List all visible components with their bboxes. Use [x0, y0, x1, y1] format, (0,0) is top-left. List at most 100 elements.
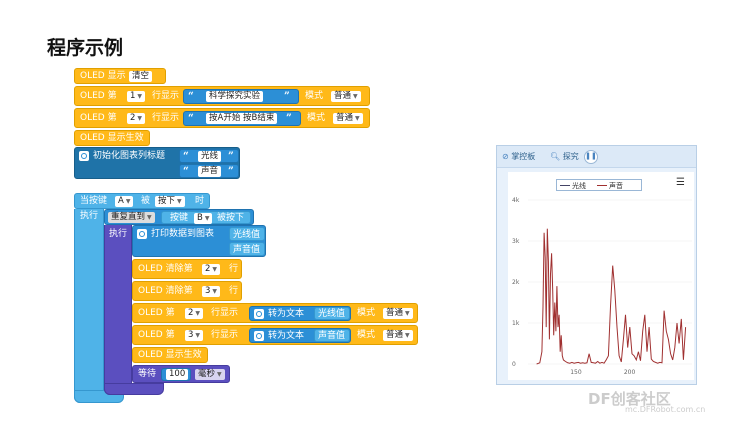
- light-value-block[interactable]: 光线值: [229, 227, 265, 241]
- legend-sound: 声音: [609, 182, 623, 190]
- label-sound-field[interactable]: 声音: [198, 166, 222, 177]
- oled-clear-row3-block[interactable]: OLED 清除第 3 ▼ 行: [132, 281, 242, 301]
- repeat-footer: [104, 383, 164, 395]
- sound-value-block[interactable]: 声音值: [229, 242, 265, 256]
- pressed-dropdown[interactable]: 按下 ▼: [155, 196, 185, 207]
- init-chart-label: 初始化图表列标题: [93, 151, 166, 161]
- oled-no-label: OLED 第: [80, 91, 117, 101]
- row1-dropdown[interactable]: 1 ▼: [127, 91, 146, 102]
- x-tick-label: 150: [570, 369, 582, 376]
- oled-clear-row2-block[interactable]: OLED 清除第 2 ▼ 行: [132, 259, 242, 279]
- clear-row2-dropdown[interactable]: 2 ▼: [202, 264, 221, 275]
- pressed-b-label: 被按下: [217, 213, 245, 223]
- wait-label: 等待: [138, 369, 157, 379]
- mode-dropdown-2[interactable]: 普通 ▼: [333, 113, 363, 124]
- text2-field[interactable]: 按A开始 按B结束: [206, 113, 278, 124]
- light-value-block[interactable]: 光线值: [314, 307, 350, 320]
- label-light-block[interactable]: “ 光线 ”: [179, 149, 239, 163]
- row2-dropdown[interactable]: 2 ▼: [127, 113, 146, 124]
- page-title: 程序示例: [47, 37, 124, 59]
- open-quote-icon: “: [188, 91, 194, 102]
- to-text-light-block[interactable]: 转为文本 光线值: [249, 306, 351, 321]
- chart-area: 光线 声音 ☰ 0 1k 2k 3k 4k 150 200: [508, 172, 694, 380]
- oled-effect-block[interactable]: OLED 显示生效: [74, 130, 150, 146]
- print-chart-block[interactable]: 打印数据到图表 光线值 声音值: [132, 225, 266, 257]
- series-line-sound: [536, 228, 687, 365]
- mode-dropdown-4[interactable]: 普通 ▼: [383, 330, 413, 341]
- light-value-label: 光线值: [318, 309, 346, 319]
- light-value-label: 光线值: [233, 230, 261, 240]
- clear-dropdown[interactable]: 清空: [129, 71, 153, 82]
- menu-icon[interactable]: ☰: [676, 177, 685, 188]
- row-show-label: 行显示: [152, 113, 180, 123]
- tab-board[interactable]: ⊘ 掌控板: [502, 152, 536, 161]
- gear-icon[interactable]: [79, 151, 89, 161]
- oled-row2-block[interactable]: OLED 第 2 ▼ 行显示 “ 按A开始 按B结束 ” 模式 普通 ▼: [74, 108, 370, 128]
- ms-dropdown[interactable]: 毫秒 ▼: [195, 369, 225, 380]
- chart-legend: 光线 声音: [556, 179, 642, 191]
- row-suffix-label: 行: [229, 264, 239, 274]
- close-quote-icon: ”: [284, 91, 290, 102]
- row-suffix-label: 行: [229, 286, 239, 296]
- show-row3-dropdown[interactable]: 3 ▼: [185, 330, 204, 341]
- oled-show-label: OLED 显示: [80, 71, 126, 81]
- show-row2-dropdown[interactable]: 2 ▼: [185, 308, 204, 319]
- sound-value-label: 声音值: [318, 331, 346, 341]
- oled-effect-block-inner[interactable]: OLED 显示生效: [132, 347, 208, 363]
- wait-value-field[interactable]: 100: [166, 369, 189, 380]
- close-quote-icon: ”: [286, 113, 292, 124]
- gear-icon[interactable]: [254, 309, 264, 319]
- chart-panel: ⊘ 掌控板 🔍︎ 探究 ❚❚ 光线 声音 ☰ 0 1k 2k 3k 4k 150 200: [496, 145, 697, 385]
- text2-block[interactable]: “ 按A开始 按B结束 ”: [183, 111, 301, 126]
- tab-explore[interactable]: 🔍︎ 探究: [550, 152, 579, 161]
- open-quote-icon: “: [183, 166, 189, 177]
- mode-dropdown-1[interactable]: 普通 ▼: [331, 91, 361, 102]
- when-button-block[interactable]: 当按键 A ▼ 被 按下 ▼ 时: [74, 193, 210, 209]
- label-light-field[interactable]: 光线: [198, 151, 222, 162]
- oled-clear-block[interactable]: OLED 显示 清空: [74, 68, 166, 84]
- oled-row1-block[interactable]: OLED 第 1 ▼ 行显示 “ 科学探究实验 ” 模式 普通 ▼: [74, 86, 370, 106]
- mode-dropdown-3[interactable]: 普通 ▼: [383, 308, 413, 319]
- link-icon: ⊘: [502, 152, 509, 161]
- x-tick-label: 200: [624, 369, 636, 376]
- oled-show-light-block[interactable]: OLED 第 2 ▼ 行显示 转为文本 光线值 模式 普通 ▼: [132, 303, 418, 323]
- oled-show-sound-block[interactable]: OLED 第 3 ▼ 行显示 转为文本 声音值 模式 普通 ▼: [132, 325, 418, 345]
- chart-svg: 0 1k 2k 3k 4k 150 200: [512, 197, 692, 376]
- button-b-condition[interactable]: 按键 B ▼ 被按下: [161, 211, 251, 224]
- oled-no-label: OLED 第: [80, 113, 117, 123]
- open-quote-icon: “: [188, 113, 194, 124]
- close-quote-icon: ”: [228, 151, 234, 162]
- pause-icon[interactable]: ❚❚: [584, 150, 598, 164]
- gear-icon[interactable]: [137, 229, 147, 239]
- oled-no-label: OLED 第: [138, 330, 175, 340]
- btn-b-prefix-label: 按键: [170, 213, 189, 223]
- repeat-until-dropdown[interactable]: 重复直到 ▼: [108, 212, 155, 223]
- when-label: 时: [195, 196, 205, 206]
- mode-label: 模式: [305, 91, 324, 101]
- row-show-label: 行显示: [211, 308, 239, 318]
- init-chart-block[interactable]: 初始化图表列标题 “ 光线 ” “ 声音 ”: [74, 147, 240, 179]
- oled-clear-row-label: OLED 清除第: [138, 264, 193, 274]
- button-a-dropdown[interactable]: A ▼: [115, 196, 134, 207]
- gear-icon[interactable]: [254, 331, 264, 341]
- button-b-dropdown[interactable]: B ▼: [194, 213, 213, 224]
- sound-value-block[interactable]: 声音值: [314, 329, 350, 342]
- wait-value-block[interactable]: 100: [161, 368, 191, 381]
- watermark-brand: DF创客社区: [588, 390, 671, 408]
- row-show-label: 行显示: [211, 330, 239, 340]
- wait-block[interactable]: 等待 100 毫秒 ▼: [132, 365, 230, 383]
- exec-label: 执行: [80, 211, 99, 221]
- y-tick-label: 4k: [512, 197, 520, 204]
- clear-row3-dropdown[interactable]: 3 ▼: [202, 286, 221, 297]
- sound-value-label: 声音值: [233, 245, 261, 255]
- to-text-sound-block[interactable]: 转为文本 声音值: [249, 328, 351, 343]
- oled-effect-label: OLED 显示生效: [138, 350, 202, 360]
- repeat-until-block[interactable]: 重复直到 ▼ 按键 B ▼ 被按下: [104, 209, 254, 225]
- text1-block[interactable]: “ 科学探究实验 ”: [183, 89, 299, 104]
- when-btn-label: 当按键: [80, 196, 108, 206]
- label-sound-block[interactable]: “ 声音 ”: [179, 164, 239, 178]
- to-text-label: 转为文本: [268, 309, 305, 319]
- legend-swatch-light: [560, 185, 570, 186]
- to-text-label: 转为文本: [268, 331, 305, 341]
- text1-field[interactable]: 科学探究实验: [206, 91, 264, 102]
